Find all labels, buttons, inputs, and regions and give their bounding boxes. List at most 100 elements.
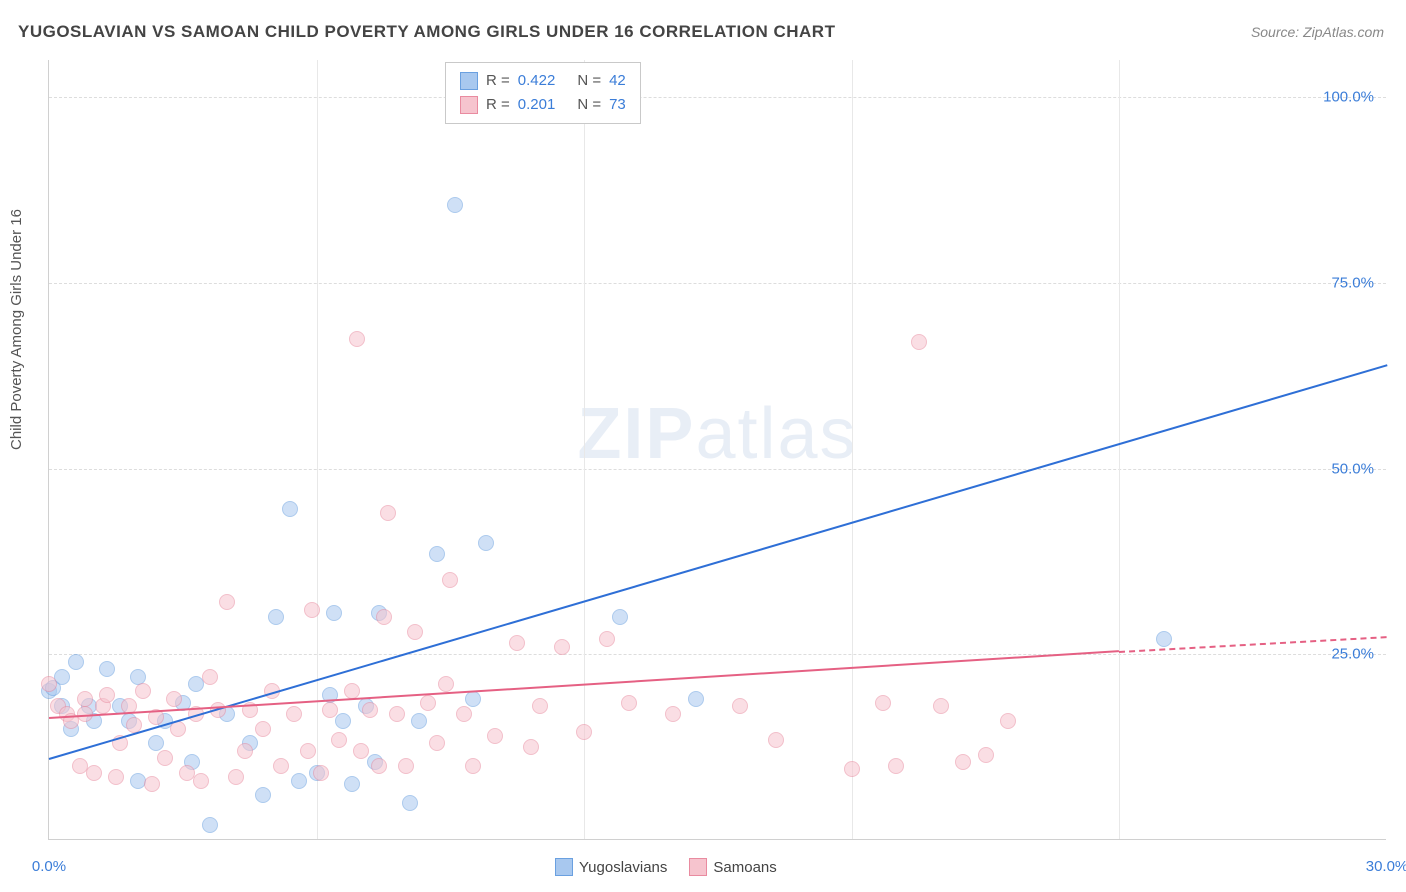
scatter-point: [532, 698, 548, 714]
legend-item: Samoans: [689, 858, 776, 876]
xtick-label: 0.0%: [32, 858, 66, 875]
scatter-point: [300, 743, 316, 759]
scatter-point: [509, 635, 525, 651]
scatter-point: [255, 721, 271, 737]
stats-box: R = 0.422 N = 42 R = 0.201 N = 73: [445, 62, 641, 124]
scatter-point: [144, 776, 160, 792]
scatter-point: [157, 750, 173, 766]
scatter-point: [255, 787, 271, 803]
ytick-label: 25.0%: [1331, 646, 1374, 663]
scatter-point: [228, 769, 244, 785]
stat-n-value: 73: [609, 93, 626, 117]
scatter-point: [429, 735, 445, 751]
stat-r-value: 0.422: [518, 69, 556, 93]
scatter-point: [875, 695, 891, 711]
scatter-point: [398, 758, 414, 774]
scatter-point: [282, 501, 298, 517]
ytick-label: 50.0%: [1331, 460, 1374, 477]
scatter-point: [99, 687, 115, 703]
scatter-point: [86, 765, 102, 781]
scatter-point: [465, 758, 481, 774]
stat-r-label: R =: [486, 93, 510, 117]
scatter-point: [313, 765, 329, 781]
scatter-point: [621, 695, 637, 711]
scatter-point: [978, 747, 994, 763]
scatter-point: [291, 773, 307, 789]
scatter-point: [688, 691, 704, 707]
stat-r-value: 0.201: [518, 93, 556, 117]
scatter-point: [478, 535, 494, 551]
legend-swatch: [689, 858, 707, 876]
scatter-point: [465, 691, 481, 707]
legend-swatch: [555, 858, 573, 876]
scatter-point: [487, 728, 503, 744]
scatter-point: [612, 609, 628, 625]
xtick-label: 30.0%: [1366, 858, 1406, 875]
scatter-point: [447, 197, 463, 213]
scatter-point: [202, 817, 218, 833]
scatter-point: [193, 773, 209, 789]
scatter-point: [844, 761, 860, 777]
gridline-v: [317, 60, 318, 839]
scatter-point: [407, 624, 423, 640]
plot-area: ZIPatlas 25.0%50.0%75.0%100.0%0.0%30.0%: [48, 60, 1386, 840]
scatter-point: [411, 713, 427, 729]
scatter-point: [331, 732, 347, 748]
scatter-point: [362, 702, 378, 718]
scatter-point: [335, 713, 351, 729]
scatter-point: [273, 758, 289, 774]
scatter-point: [429, 546, 445, 562]
stats-row: R = 0.422 N = 42: [460, 69, 626, 93]
scatter-point: [389, 706, 405, 722]
chart-title: YUGOSLAVIAN VS SAMOAN CHILD POVERTY AMON…: [18, 22, 835, 42]
scatter-point: [202, 669, 218, 685]
scatter-point: [523, 739, 539, 755]
stat-n-label: N =: [577, 69, 601, 93]
gridline-v: [852, 60, 853, 839]
scatter-point: [219, 594, 235, 610]
ytick-label: 100.0%: [1323, 89, 1374, 106]
stat-r-label: R =: [486, 69, 510, 93]
scatter-point: [353, 743, 369, 759]
y-axis-label: Child Poverty Among Girls Under 16: [8, 209, 25, 450]
scatter-point: [402, 795, 418, 811]
scatter-point: [456, 706, 472, 722]
scatter-point: [326, 605, 342, 621]
scatter-point: [438, 676, 454, 692]
gridline-h: [49, 469, 1386, 470]
legend: Yugoslavians Samoans: [555, 858, 777, 876]
source-label: Source: ZipAtlas.com: [1251, 24, 1384, 40]
scatter-point: [1156, 631, 1172, 647]
legend-label: Yugoslavians: [579, 859, 667, 876]
scatter-point: [599, 631, 615, 647]
ytick-label: 75.0%: [1331, 274, 1374, 291]
scatter-point: [420, 695, 436, 711]
scatter-point: [955, 754, 971, 770]
scatter-point: [322, 702, 338, 718]
scatter-point: [268, 609, 284, 625]
stat-n-value: 42: [609, 69, 626, 93]
stats-row: R = 0.201 N = 73: [460, 93, 626, 117]
scatter-point: [554, 639, 570, 655]
scatter-point: [1000, 713, 1016, 729]
scatter-point: [130, 669, 146, 685]
scatter-point: [135, 683, 151, 699]
scatter-point: [442, 572, 458, 588]
legend-label: Samoans: [713, 859, 776, 876]
scatter-point: [41, 676, 57, 692]
scatter-point: [349, 331, 365, 347]
gridline-h: [49, 283, 1386, 284]
scatter-point: [99, 661, 115, 677]
scatter-point: [911, 334, 927, 350]
scatter-point: [108, 769, 124, 785]
gridline-v: [1119, 60, 1120, 839]
scatter-point: [304, 602, 320, 618]
scatter-point: [344, 776, 360, 792]
scatter-point: [371, 758, 387, 774]
series-swatch: [460, 72, 478, 90]
stat-n-label: N =: [577, 93, 601, 117]
scatter-point: [888, 758, 904, 774]
series-swatch: [460, 96, 478, 114]
scatter-point: [77, 691, 93, 707]
scatter-point: [732, 698, 748, 714]
